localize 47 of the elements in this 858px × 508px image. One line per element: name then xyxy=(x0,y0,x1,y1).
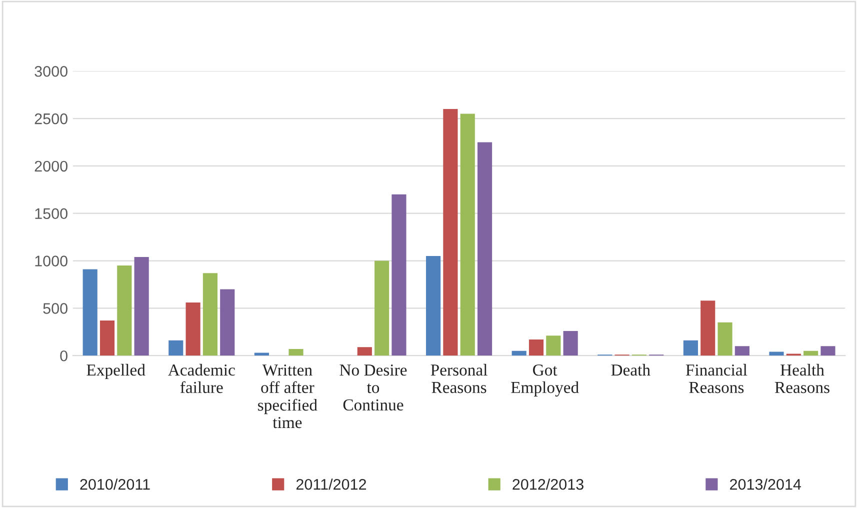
bar xyxy=(528,339,544,356)
legend-label: 2011/2012 xyxy=(296,478,366,490)
y-tick-label: 2000 xyxy=(34,160,68,172)
bar xyxy=(168,340,184,356)
bar xyxy=(82,269,98,356)
y-tick-label: 1500 xyxy=(35,208,68,220)
bar xyxy=(477,142,492,356)
bar xyxy=(512,350,526,356)
bar xyxy=(134,256,149,356)
bar xyxy=(374,260,390,356)
bar xyxy=(546,336,561,356)
y-tick-label: 3000 xyxy=(34,66,68,77)
x-tick-label: Health Reasons xyxy=(774,364,830,394)
bar xyxy=(443,109,458,356)
bar xyxy=(820,346,836,356)
x-tick-label: Got Employed xyxy=(511,364,579,397)
bar xyxy=(220,289,235,356)
x-tick-label: Death xyxy=(611,364,650,376)
bar xyxy=(734,346,750,356)
y-tick-label: 2500 xyxy=(34,113,68,124)
x-tick-label: Academic failure xyxy=(168,364,235,394)
y-tick-label: 1000 xyxy=(35,256,68,266)
legend-label: 2010/2011 xyxy=(80,478,150,490)
bar xyxy=(186,302,200,356)
bar xyxy=(718,322,732,356)
bar xyxy=(357,347,372,356)
bar xyxy=(460,114,475,356)
bar xyxy=(683,340,698,356)
bar xyxy=(100,320,115,356)
legend-label: 2012/2013 xyxy=(512,478,584,490)
bar xyxy=(426,256,441,356)
x-tick-label: Financial Reasons xyxy=(686,364,748,394)
y-tick-label: 500 xyxy=(43,303,68,314)
x-tick-label: Personal Reasons xyxy=(430,364,488,394)
y-tick-label: 0 xyxy=(60,350,68,362)
bar xyxy=(117,266,132,356)
bar xyxy=(202,273,218,356)
bar xyxy=(700,300,716,356)
bar xyxy=(804,350,818,356)
x-tick-label: No Desire to Continue xyxy=(340,364,407,411)
bar xyxy=(769,352,784,356)
x-tick-label: Written off after specified time xyxy=(258,364,318,428)
bar xyxy=(392,194,406,356)
bar xyxy=(563,330,578,356)
bar xyxy=(288,348,304,356)
x-tick-label: Expelled xyxy=(86,364,146,380)
legend-label: 2013/2014 xyxy=(730,478,802,490)
